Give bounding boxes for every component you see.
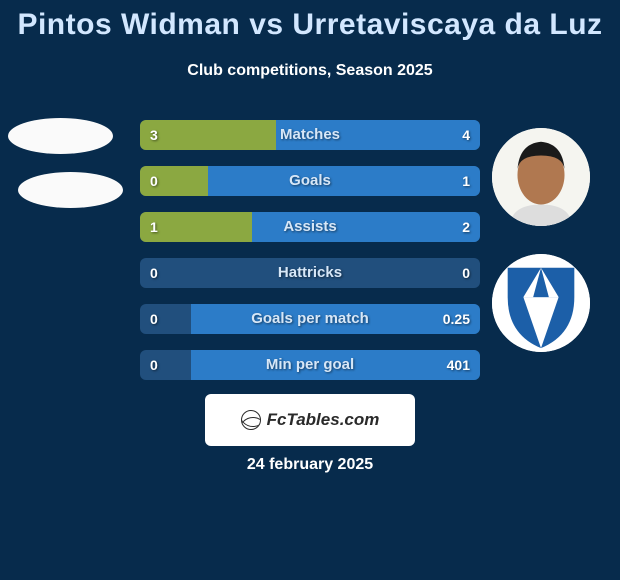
player-right-avatar xyxy=(492,128,590,226)
stat-label: Goals per match xyxy=(140,304,480,334)
date-label: 24 february 2025 xyxy=(0,456,620,474)
player-icon xyxy=(492,128,590,226)
stat-label: Min per goal xyxy=(140,350,480,380)
player-left-avatar xyxy=(8,118,113,154)
stat-label: Goals xyxy=(140,166,480,196)
brand-badge: FcTables.com xyxy=(205,394,415,446)
stat-label: Hattricks xyxy=(140,258,480,288)
ball-icon xyxy=(241,410,261,430)
stat-row: 01Goals xyxy=(140,166,480,196)
club-left-crest xyxy=(18,172,123,208)
brand-text: FcTables.com xyxy=(267,410,380,430)
crest-icon xyxy=(492,254,590,352)
stat-label: Matches xyxy=(140,120,480,150)
page-title: Pintos Widman vs Urretaviscaya da Luz xyxy=(0,8,620,42)
stat-bars: 34Matches 01Goals 12Assists 00Hattricks 00.2… xyxy=(140,120,480,396)
subtitle: Club competitions, Season 2025 xyxy=(0,62,620,80)
stat-row: 00.25Goals per match xyxy=(140,304,480,334)
stat-row: 12Assists xyxy=(140,212,480,242)
stat-label: Assists xyxy=(140,212,480,242)
stat-row: 34Matches xyxy=(140,120,480,150)
club-right-crest xyxy=(492,254,590,352)
stat-row: 0401Min per goal xyxy=(140,350,480,380)
stat-row: 00Hattricks xyxy=(140,258,480,288)
comparison-card: Pintos Widman vs Urretaviscaya da Luz Cl… xyxy=(0,0,620,580)
